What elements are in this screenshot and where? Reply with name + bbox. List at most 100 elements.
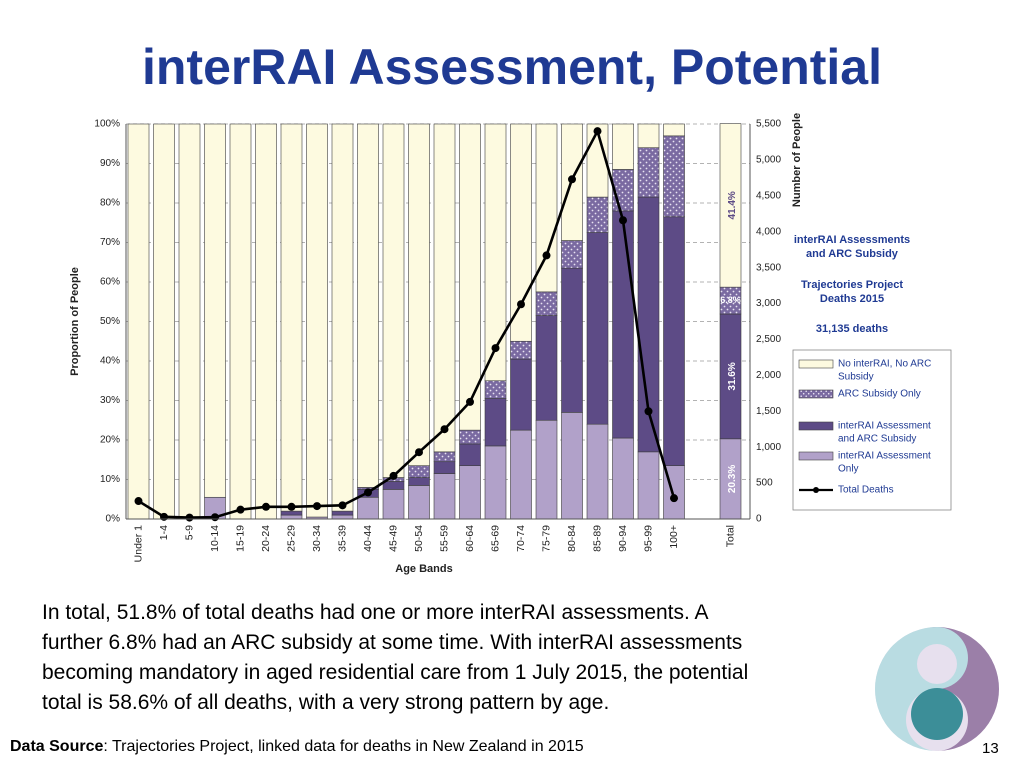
y2-tick-label: 500 — [756, 478, 773, 489]
bar-segment — [433, 473, 456, 520]
axes-group: Under 1 1-4 5-9 10-14 15-19 20-24 25-29 30-34 35… — [69, 113, 803, 575]
bar-segment — [433, 451, 456, 463]
total-deaths-point — [262, 502, 270, 511]
total-deaths-point — [160, 512, 168, 521]
total-deaths-line-group — [134, 127, 678, 522]
bar-segment — [484, 445, 507, 520]
total-deaths-point — [440, 425, 449, 434]
bar-segment — [510, 340, 532, 360]
bar-segment — [637, 147, 660, 198]
x-tick-label: 90-94 — [617, 525, 629, 552]
annotation-subtitle-line: Deaths 2015 — [820, 293, 884, 305]
bar-segment — [637, 123, 660, 149]
bar-segment — [459, 443, 481, 466]
bar-segment — [382, 489, 405, 520]
x-tick-label: 70-74 — [515, 525, 527, 552]
x-tick-label: 55-59 — [438, 525, 450, 552]
legend-label: No interRAI, No ARC — [838, 359, 931, 370]
total-deaths-point — [389, 471, 398, 480]
bar-segment — [280, 514, 303, 520]
x-tick-label: 15-19 — [234, 525, 246, 552]
x-tick-label: 75-79 — [540, 525, 552, 552]
bar-segment — [408, 477, 430, 486]
bar-segment — [612, 123, 634, 170]
y2-axis-title: Number of People — [791, 113, 803, 207]
logo-swirl-icon — [875, 627, 999, 751]
y-tick-label: 50% — [100, 316, 120, 327]
y2-tick-label: 5,500 — [756, 119, 781, 130]
total-deaths-point — [211, 513, 219, 522]
bar-segment — [408, 485, 430, 520]
total-deaths-point — [491, 344, 500, 353]
x-tick-label: 80-84 — [566, 525, 578, 552]
bar-segment — [612, 210, 634, 439]
x-tick-label: 25-29 — [285, 525, 297, 552]
x-tick-label: 45-49 — [387, 525, 399, 552]
bar-segment — [357, 496, 379, 520]
data-source-text: : Trajectories Project, linked data for … — [103, 738, 584, 755]
total-bar-segment — [719, 123, 742, 288]
y-tick-label: 80% — [100, 198, 120, 209]
bar-segment — [382, 481, 405, 490]
bar-segment — [408, 465, 430, 478]
x-tick-label: 40-44 — [362, 525, 374, 552]
legend-swatch — [798, 359, 834, 369]
total-bar-value-label: 41.4% — [727, 191, 738, 219]
total-deaths-point — [466, 397, 474, 406]
legend-label: Total Deaths — [838, 485, 894, 496]
legend-label: interRAI Assessment — [838, 451, 931, 462]
logo-inner-dot — [917, 644, 957, 684]
bar-segment — [331, 123, 354, 512]
y-axis-title: Proportion of People — [69, 267, 81, 376]
x-tick-label: 20-24 — [260, 525, 272, 552]
bar-segment — [561, 412, 583, 520]
bar-segment — [535, 419, 558, 520]
total-deaths-point — [542, 251, 551, 260]
total-bar-value-label: 6.8% — [720, 295, 741, 305]
chart-annotation: interRAI Assessments and ARC Subsidy Traje… — [794, 234, 910, 335]
bar-segment — [331, 514, 354, 520]
body-line: further 6.8% had an ARC subsidy at some … — [42, 631, 743, 654]
y-tick-label: 40% — [100, 356, 120, 367]
bar-segment — [663, 216, 685, 466]
body-text: In total, 51.8% of total deaths had one … — [42, 598, 902, 718]
logo-teal-dot — [911, 688, 963, 740]
bar-segment — [663, 135, 685, 218]
bar-segment — [433, 123, 456, 453]
bar-segment — [637, 451, 660, 520]
x-tick-label: 35-39 — [336, 525, 348, 552]
legend-label: and ARC Subsidy — [838, 434, 916, 445]
bar-segment — [586, 423, 609, 520]
y2-tick-label: 1,500 — [756, 406, 781, 417]
y2-tick-label: 0 — [756, 514, 762, 525]
bar-segment — [459, 429, 481, 445]
legend-swatch — [798, 389, 834, 399]
bar-segment — [586, 232, 609, 425]
bar-segment — [459, 465, 481, 520]
total-deaths-point — [338, 501, 347, 510]
x-tick-label: 30-34 — [311, 525, 323, 552]
legend-swatch — [798, 421, 834, 431]
total-deaths-point — [593, 127, 602, 136]
legend-line-marker — [813, 487, 819, 493]
bar-segment — [127, 123, 150, 520]
page-number: 13 — [982, 740, 999, 757]
stacked-bar-chart: 20.3% 31.6% 6.8% 41.4% Under 1 1-4 5-9 10-14 15… — [69, 113, 952, 575]
legend-label: Only — [838, 464, 859, 475]
y-tick-label: 60% — [100, 277, 120, 288]
x-tick-label: 95-99 — [642, 525, 654, 552]
y2-tick-label: 3,500 — [756, 262, 781, 273]
legend-label: ARC Subsidy Only — [838, 389, 921, 400]
slide-title: interRAI Assessment, Potential — [141, 39, 882, 95]
data-source: Data Source: Trajectories Project, linke… — [10, 738, 584, 756]
x-tick-label: 60-64 — [464, 525, 476, 552]
bar-segment — [433, 461, 456, 474]
y-tick-label: 30% — [100, 395, 120, 406]
total-deaths-point — [134, 497, 143, 506]
annotation-subtitle-line: Trajectories Project — [801, 279, 903, 291]
bar-segment — [229, 123, 252, 520]
body-line: In total, 51.8% of total deaths had one … — [42, 601, 709, 624]
total-deaths-line — [137, 127, 676, 519]
total-bar-value-label: 31.6% — [727, 362, 738, 390]
y-tick-label: 90% — [100, 158, 120, 169]
